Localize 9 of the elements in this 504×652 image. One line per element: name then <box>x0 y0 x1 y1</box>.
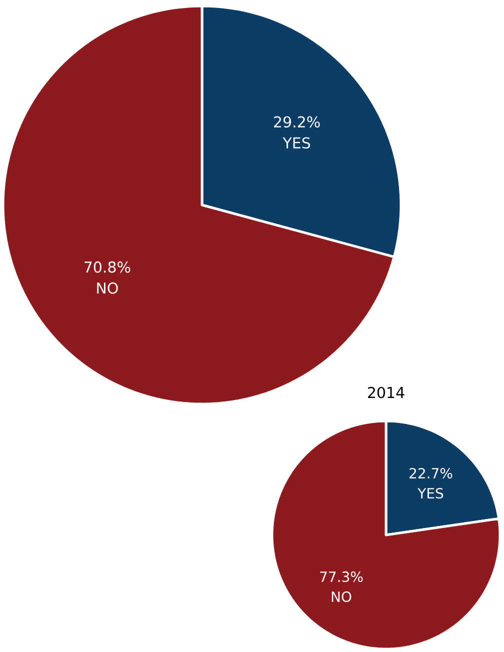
data-label: 29.2% <box>274 116 320 128</box>
chart-title: 2014 <box>368 386 404 398</box>
slice-label: YES <box>418 488 444 499</box>
slice-label: YES <box>282 137 310 149</box>
slice-label: NO <box>332 591 352 602</box>
data-label: 70.8% <box>84 261 130 273</box>
slice-label: NO <box>97 282 118 294</box>
data-label: 22.7% <box>410 468 452 479</box>
data-label: 77.3% <box>320 571 363 582</box>
